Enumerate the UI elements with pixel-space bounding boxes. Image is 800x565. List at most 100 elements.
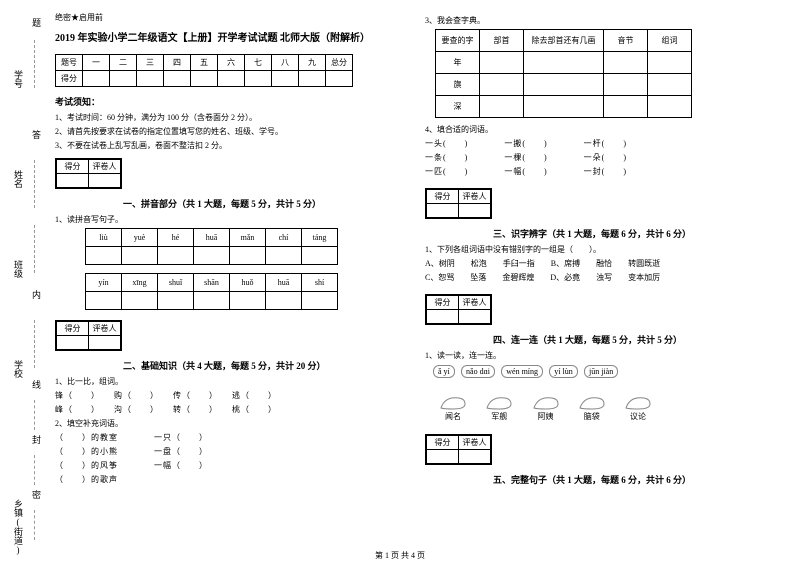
secret-label: 绝密★启用前 xyxy=(55,12,405,23)
py1-3: huā xyxy=(194,229,230,247)
section-1-heading: 一、拼音部分（共 1 大题，每题 5 分，共计 5 分） xyxy=(123,197,405,210)
gb3-b: 评卷人 xyxy=(459,190,491,204)
grade-box-3: 得分评卷人 xyxy=(425,188,492,219)
side-r6: 密 xyxy=(30,490,43,499)
s3-l3: 一匹( ) 一幅( ) 一封( ) xyxy=(425,166,775,177)
gb4-a: 得分 xyxy=(427,296,459,310)
sc-c3: 三 xyxy=(137,55,164,71)
notice-3: 3、不要在试卷上乱写乱画，卷面不整洁扣 2 分。 xyxy=(55,140,405,151)
grade-box-4: 得分评卷人 xyxy=(425,294,492,325)
lf-b: 军舰 xyxy=(485,392,513,422)
sc-c9: 九 xyxy=(299,55,326,71)
sc-c6: 六 xyxy=(218,55,245,71)
s2-l4: （ ）的小熊 一盘（ ） xyxy=(55,446,405,457)
match-bottom-row: 闻名 军舰 阿姨 脑袋 议论 xyxy=(431,392,775,422)
lk-h4: 组词 xyxy=(648,30,692,52)
lf-c: 阿姨 xyxy=(532,392,560,422)
mt-e: jūn jiàn xyxy=(584,365,618,378)
s4-q1: 1、下列各组词语中没有错别字的一组是（ ）。 xyxy=(425,244,775,255)
py1-5: chí xyxy=(266,229,302,247)
py2-0: yín xyxy=(86,274,122,292)
gb4-b: 评卷人 xyxy=(459,296,491,310)
side-name: 姓名 xyxy=(12,170,25,188)
gb2-a: 得分 xyxy=(57,322,89,336)
lk-r0: 年 xyxy=(436,52,480,74)
py1-1: yuè xyxy=(122,229,158,247)
gb5-a: 得分 xyxy=(427,436,459,450)
py2-4: huǒ xyxy=(230,274,266,292)
py2-3: shān xyxy=(194,274,230,292)
section-5-heading: 五、完整句子（共 1 大题，每题 6 分，共计 6 分） xyxy=(493,473,775,486)
left-column: 绝密★启用前 2019 年实验小学二年级语文【上册】开学考试试题 北师大版（附解… xyxy=(55,12,405,490)
match-top-row: ǎ yí nǎo dɑi wén míng yí lùn jūn jiàn xyxy=(431,365,775,378)
sc-c7: 七 xyxy=(245,55,272,71)
mt-b: nǎo dɑi xyxy=(461,365,495,378)
sc-c8: 八 xyxy=(272,55,299,71)
mt-d: yí lùn xyxy=(549,365,577,378)
grade-box-1: 得分评卷人 xyxy=(55,158,122,189)
side-r5: 封 xyxy=(30,435,43,444)
side-r3: 内 xyxy=(30,290,43,299)
py2-1: xīng xyxy=(122,274,158,292)
lk-r2: 深 xyxy=(436,96,480,118)
notice-heading: 考试须知： xyxy=(55,95,405,108)
gb1-b: 评卷人 xyxy=(89,160,121,174)
right-column: 3、我会查字典。 要查的字 部首 除去部首还有几画 音节 组词 年 旗 深 4、… xyxy=(425,12,775,490)
s3-l2: 一条( ) 一棵( ) 一朵( ) xyxy=(425,152,775,163)
py1-6: táng xyxy=(302,229,338,247)
mt-a: ǎ yí xyxy=(433,365,455,378)
sc-c5: 五 xyxy=(191,55,218,71)
score-table: 题号 一 二 三 四 五 六 七 八 九 总分 得分 xyxy=(55,54,353,87)
lk-h3: 音节 xyxy=(604,30,648,52)
sc-c4: 四 xyxy=(164,55,191,71)
sc-c0: 题号 xyxy=(56,55,83,71)
notice-1: 1、考试时间：60 分钟，满分为 100 分（含卷面分 2 分）。 xyxy=(55,112,405,123)
grade-box-2: 得分评卷人 xyxy=(55,320,122,351)
py1-4: mǎn xyxy=(230,229,266,247)
gb1-a: 得分 xyxy=(57,160,89,174)
lk-h0: 要查的字 xyxy=(436,30,480,52)
s3-q4: 4、填合适的词语。 xyxy=(425,124,775,135)
lf-a: 闻名 xyxy=(439,392,467,422)
lk-h1: 部首 xyxy=(480,30,524,52)
s4-a: A、树阴 松泡 手臼一指 B、席搏 融恰 转圆既逝 xyxy=(425,258,775,269)
binding-sidebar: 乡镇(街道) 学校 班级 姓名 学号 题 答 内 线 封 密 xyxy=(0,0,45,565)
side-school: 学校 xyxy=(12,360,25,378)
gb2-b: 评卷人 xyxy=(89,322,121,336)
s2-l2: 峰（ ） 沟（ ） 转（ ） 桃（ ） xyxy=(55,404,405,415)
s3-l1: 一头( ) 一搬( ) 一杆( ) xyxy=(425,138,775,149)
page-footer: 第 1 页 共 4 页 xyxy=(0,550,800,561)
notice-2: 2、请首先按要求在试卷的指定位置填写您的姓名、班级、学号。 xyxy=(55,126,405,137)
s2-l5: （ ）的风筝 一幅（ ） xyxy=(55,460,405,471)
lk-h2: 除去部首还有几画 xyxy=(524,30,604,52)
section-3-heading: 三、识字辨字（共 1 大题，每题 6 分，共计 6 分） xyxy=(493,227,775,240)
lf-e: 议论 xyxy=(624,392,652,422)
side-class: 班级 xyxy=(12,260,25,278)
side-r2: 答 xyxy=(30,130,43,139)
py1-2: hé xyxy=(158,229,194,247)
s2-q1: 1、比一比，组词。 xyxy=(55,376,405,387)
sc-r2: 得分 xyxy=(56,71,83,87)
s2-q2: 2、填空补充词语。 xyxy=(55,418,405,429)
py2-2: shuǐ xyxy=(158,274,194,292)
s1-q1: 1、读拼音写句子。 xyxy=(55,214,405,225)
side-town: 乡镇(街道) xyxy=(12,499,25,555)
sc-c1: 一 xyxy=(83,55,110,71)
side-r1: 题 xyxy=(30,18,43,27)
py2-5: huā xyxy=(266,274,302,292)
pinyin-table-1: liù yuè hé huā mǎn chí táng xyxy=(85,228,338,265)
py1-0: liù xyxy=(86,229,122,247)
side-r4: 线 xyxy=(30,380,43,389)
section-2-heading: 二、基础知识（共 4 大题，每题 5 分，共计 20 分） xyxy=(123,359,405,372)
s2-l6: （ ）的歌声 xyxy=(55,474,405,485)
grade-box-5: 得分评卷人 xyxy=(425,434,492,465)
s3-q3: 3、我会查字典。 xyxy=(425,15,775,26)
s4-b: C、恕骂 坠落 金碧辉煌 D、必竟 浊写 变本加厉 xyxy=(425,272,775,283)
sc-c10: 总分 xyxy=(326,55,353,71)
s5-q1: 1、读一读，连一连。 xyxy=(425,350,775,361)
mt-c: wén míng xyxy=(501,365,543,378)
gb5-b: 评卷人 xyxy=(459,436,491,450)
pinyin-table-2: yín xīng shuǐ shān huǒ huā shí xyxy=(85,273,338,310)
py2-6: shí xyxy=(302,274,338,292)
s2-l1: 锋（ ） 购（ ） 传（ ） 逃（ ） xyxy=(55,390,405,401)
